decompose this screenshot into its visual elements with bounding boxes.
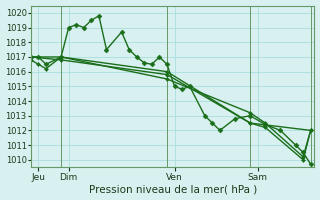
X-axis label: Pression niveau de la mer( hPa ): Pression niveau de la mer( hPa ) xyxy=(89,184,257,194)
